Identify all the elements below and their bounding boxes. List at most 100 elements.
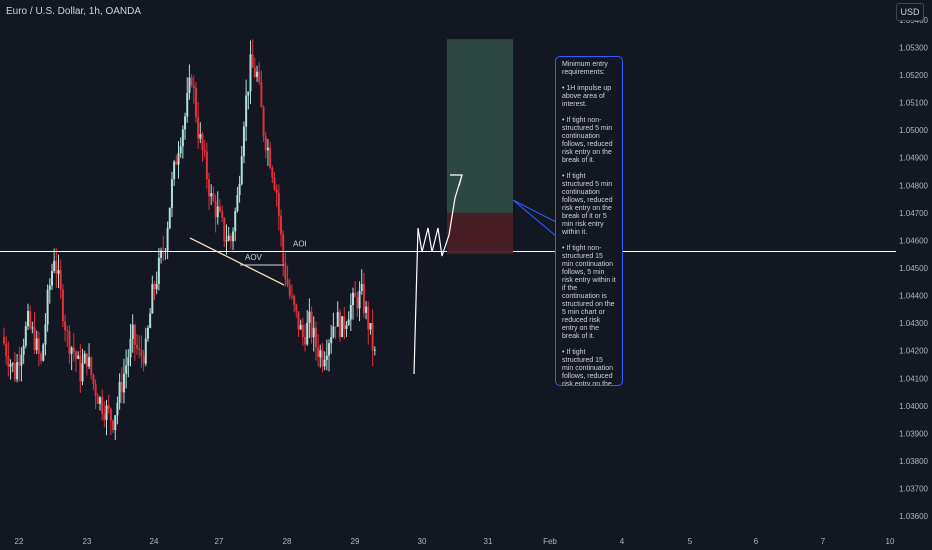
candle-body (79, 355, 82, 382)
candle-body (48, 285, 51, 290)
time-tick-label: 24 (150, 537, 159, 546)
time-tick-label: 30 (418, 537, 427, 546)
candle-body (90, 357, 93, 375)
time-tick-label: Feb (543, 537, 557, 546)
time-axis: 22 23 24 27 28 29 30 31 Feb 4 5 6 7 10 (15, 537, 895, 546)
candle-body (371, 323, 374, 350)
note-paragraph: Minimum entry requirements: (562, 61, 608, 76)
candle-body (22, 345, 25, 355)
price-tick-label: 1.05100 (899, 99, 928, 108)
candle-body (290, 295, 293, 297)
time-tick-label: 10 (886, 537, 895, 546)
candle-body (314, 327, 317, 348)
price-tick-label: 1.04500 (899, 264, 928, 273)
candle-body (260, 82, 263, 108)
time-tick-label: 4 (620, 537, 625, 546)
arrow-head (450, 174, 463, 187)
candle-body (53, 260, 56, 272)
note-paragraph: • If tight structured 5 min continuation… (562, 173, 613, 236)
candle-body (9, 363, 12, 367)
candle-body (35, 338, 38, 351)
price-tick-label: 1.04800 (899, 181, 928, 190)
candle-body (253, 67, 256, 77)
candle-body (332, 326, 335, 337)
candle-body (11, 363, 14, 365)
note-paragraph: • If tight structured 15 min continuatio… (562, 349, 613, 386)
price-tick-label: 1.04300 (899, 319, 928, 328)
candle-body (13, 363, 16, 380)
candle-body (216, 206, 219, 218)
candle-body (306, 322, 309, 345)
price-tick-label: 1.03700 (899, 485, 928, 494)
candle-body (286, 279, 289, 286)
candle-body (109, 408, 112, 421)
candle-body (146, 327, 149, 339)
candle-body (3, 336, 5, 344)
time-tick-label: 31 (484, 537, 493, 546)
candle-body (249, 54, 252, 92)
stop-zone (447, 212, 513, 255)
candle-body (308, 311, 311, 323)
candle-body (242, 126, 245, 157)
candle-body (201, 133, 204, 151)
candle-body (328, 343, 331, 356)
candle-body (107, 405, 110, 409)
candle-body (175, 161, 178, 165)
candle-body (247, 91, 250, 96)
candle-body (273, 177, 276, 190)
candle-body (347, 319, 350, 326)
candle-body (277, 192, 280, 216)
candle-body (173, 161, 176, 180)
time-tick-label: 23 (83, 537, 92, 546)
candle-body (101, 397, 104, 414)
candle-body (325, 355, 328, 360)
candle-body (160, 250, 163, 258)
candle-body (349, 305, 352, 320)
aoi-label: AOI (293, 239, 307, 248)
symbol-title: Euro / U.S. Dollar, 1h, OANDA (6, 6, 142, 17)
candle-body (114, 415, 117, 431)
candle-body (142, 355, 145, 364)
candle-body (358, 290, 361, 309)
candle-body (81, 363, 84, 382)
entry-requirements-note[interactable]: Minimum entry requirements: • 1H impulse… (555, 56, 623, 386)
candle-body (236, 195, 239, 212)
candle-body (92, 374, 95, 385)
price-tick-label: 1.03600 (899, 512, 928, 521)
note-pointer (512, 199, 557, 238)
candle-body (26, 311, 29, 327)
time-tick-label: 6 (754, 537, 759, 546)
candle-body (360, 283, 363, 291)
candle-body (168, 207, 171, 229)
candle-body (57, 270, 60, 274)
price-tick-label: 1.04100 (899, 374, 928, 383)
note-paragraph: • 1H impulse up above area of interest. (562, 85, 612, 108)
candle-body (190, 77, 193, 86)
time-tick-label: 22 (15, 537, 24, 546)
candle-body (64, 321, 67, 331)
candle-body (336, 312, 339, 327)
candle-body (199, 133, 202, 139)
time-tick-label: 29 (351, 537, 360, 546)
candle-body (151, 284, 154, 314)
candle-body (330, 336, 333, 344)
currency-button[interactable]: USD (896, 3, 924, 21)
candle-body (61, 289, 64, 322)
candle-body (367, 306, 370, 330)
note-paragraph: • If tight non-structured 5 min continua… (562, 117, 613, 164)
candle-body (319, 350, 322, 358)
candle-body (96, 396, 99, 404)
candle-body (266, 147, 269, 151)
price-tick-label: 1.03800 (899, 457, 928, 466)
candle-body (245, 95, 248, 127)
candle-body (251, 54, 254, 68)
price-tick-label: 1.04900 (899, 154, 928, 163)
candle-body (338, 312, 341, 337)
candle-body (321, 350, 324, 367)
candle-body (120, 382, 123, 393)
aov-trendline (189, 237, 285, 286)
candle-body (352, 292, 355, 306)
candle-body (166, 228, 169, 251)
price-tick-label: 1.05000 (899, 126, 928, 135)
